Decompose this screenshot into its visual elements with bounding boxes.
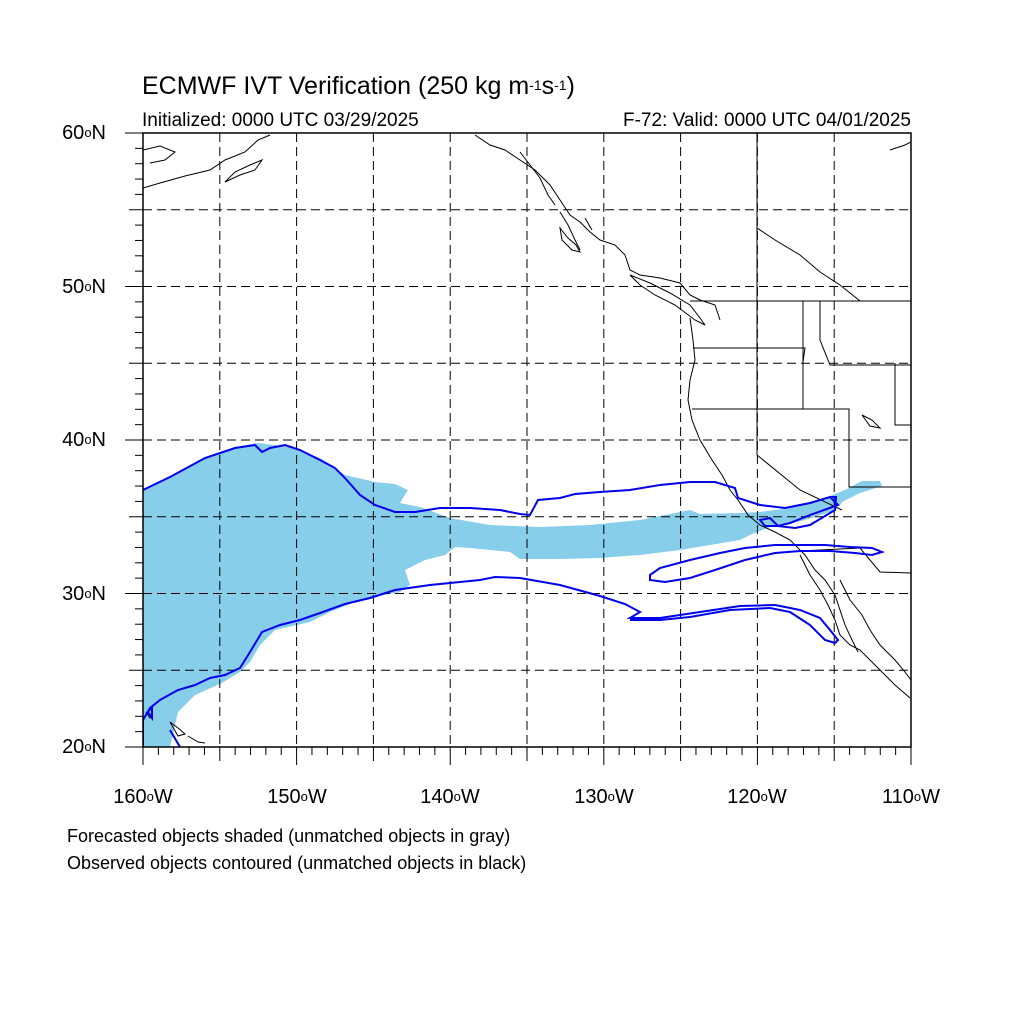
lon-label-160w: 160oW [113,786,173,808]
observed-ivt-object [143,443,840,530]
lat-label-60n: 60oN [62,122,106,144]
lon-label-120w: 120oW [727,786,787,808]
axis-ticks [125,132,912,765]
forecast-ivt-object-tail [760,498,842,526]
graticule [143,133,911,747]
lon-label-130w: 130oW [574,786,634,808]
legend-note-forecast: Forecasted objects shaded (unmatched obj… [67,826,511,846]
lat-label-40n: 40oN [62,429,106,451]
lat-label-30n: 30oN [62,583,106,605]
forecast-ivt-object [143,443,882,747]
lat-label-50n: 50oN [62,276,106,298]
lat-label-20n: 20oN [62,736,106,758]
lon-label-110w: 110oW [881,786,940,808]
chart-title: ECMWF IVT Verification (250 kg m-1s-1) [142,72,575,100]
valid-time: F-72: Valid: 0000 UTC 04/01/2025 [623,110,911,131]
coastlines [143,133,911,744]
initialized-time: Initialized: 0000 UTC 03/29/2025 [142,110,419,131]
lon-label-150w: 150oW [267,786,327,808]
legend-note-observed: Observed objects contoured (unmatched ob… [67,853,527,873]
observed-ivt-contours [143,443,886,747]
lon-label-140w: 140oW [420,786,480,808]
